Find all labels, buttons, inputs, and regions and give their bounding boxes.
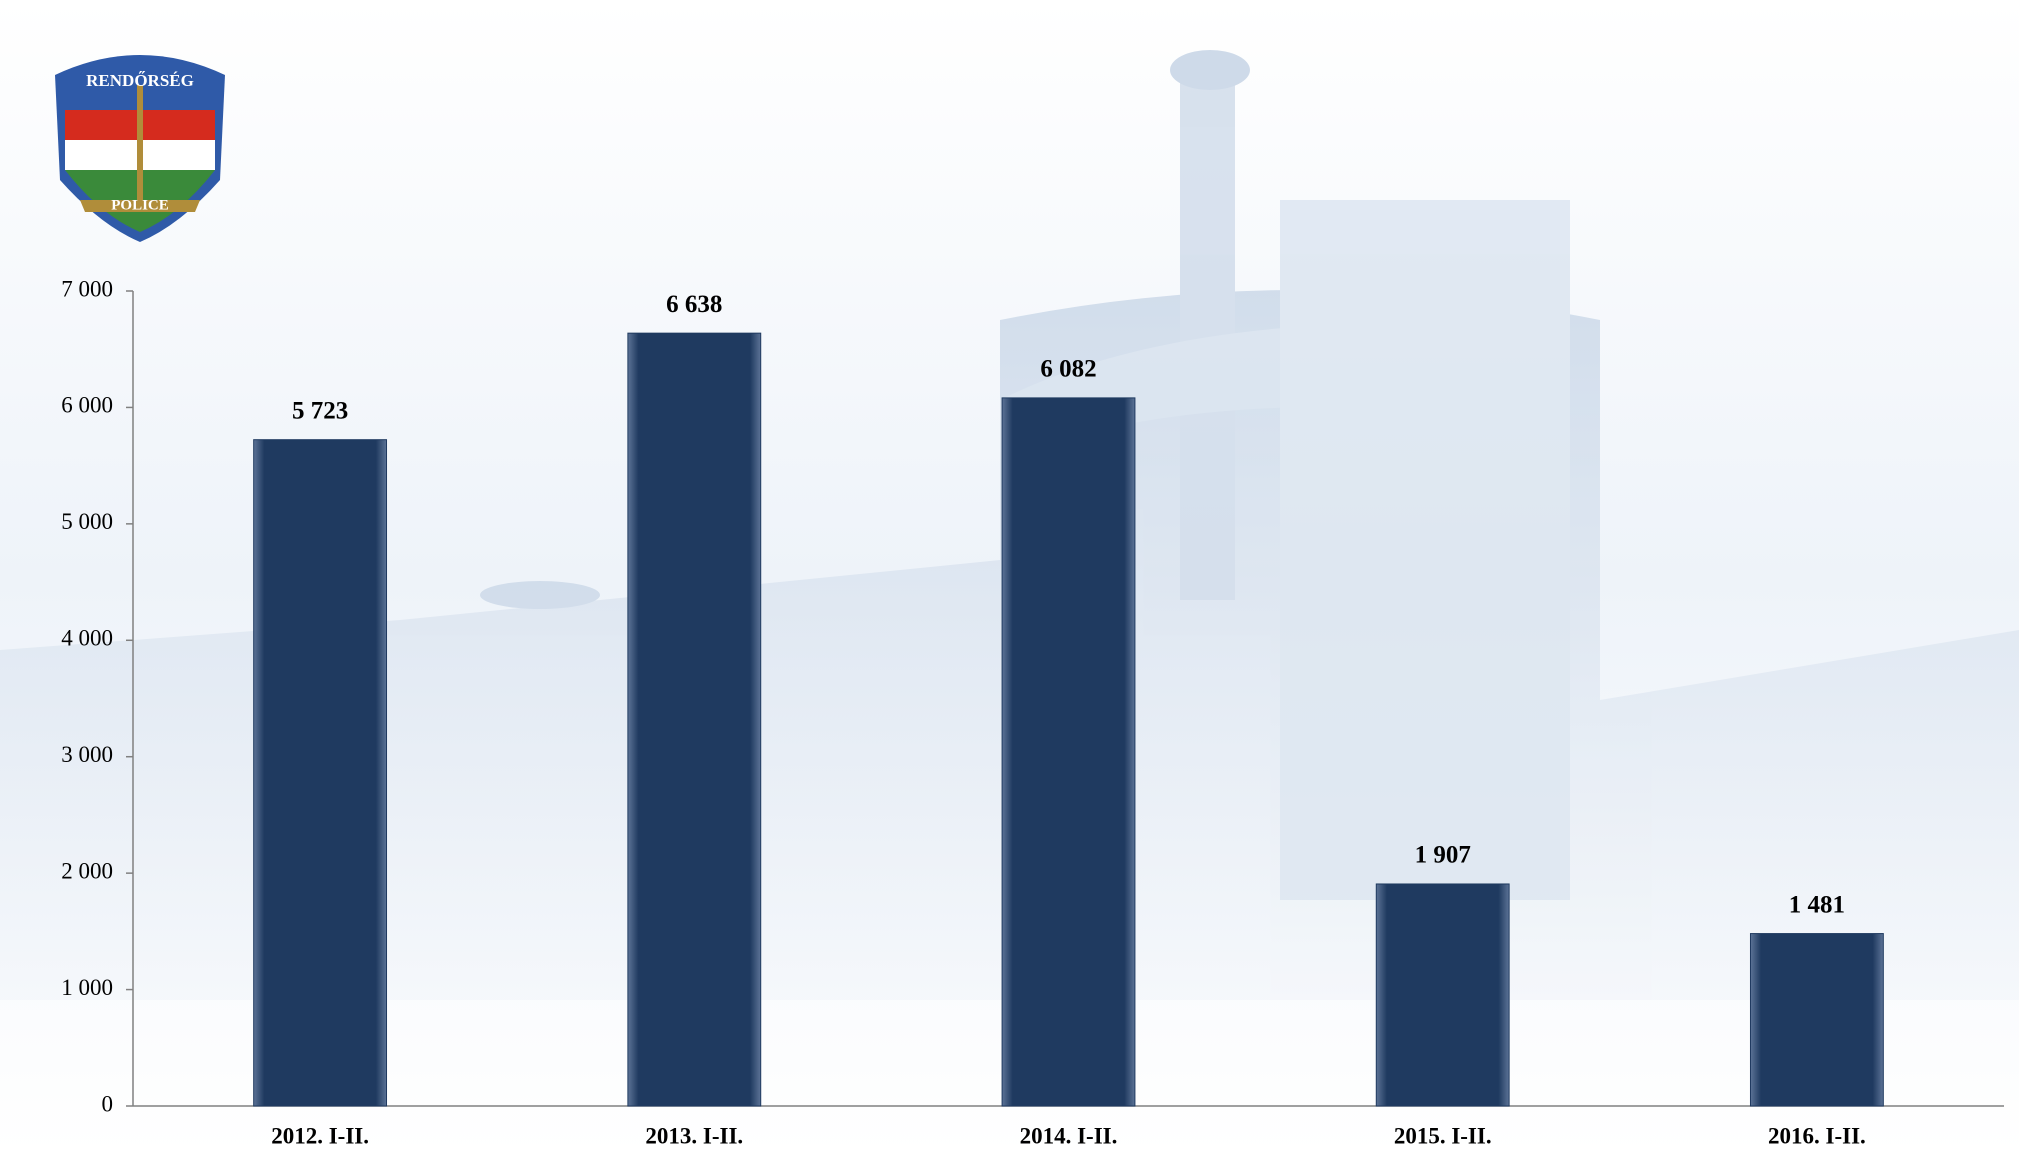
bar — [1375, 883, 1510, 1107]
value-label: 5 723 — [292, 397, 348, 424]
x-tick-label: 2013. I-II. — [645, 1123, 743, 1148]
y-tick-label: 5 000 — [61, 509, 113, 534]
x-tick-label: 2012. I-II. — [271, 1123, 369, 1148]
value-label: 6 638 — [666, 291, 722, 318]
y-tick-label: 6 000 — [61, 393, 113, 418]
value-label: 1 907 — [1415, 842, 1471, 869]
value-label: 1 481 — [1789, 891, 1845, 918]
logo-top-text: RENDŐRSÉG — [86, 71, 194, 90]
y-tick-label: 4 000 — [61, 626, 113, 651]
logo: RENDŐRSÉG POLICE — [55, 55, 225, 242]
bar — [1001, 397, 1136, 1107]
y-tick-label: 0 — [102, 1091, 114, 1116]
bar — [1749, 933, 1884, 1107]
x-tick-label: 2014. I-II. — [1020, 1123, 1118, 1148]
y-tick-label: 3 000 — [61, 742, 113, 767]
y-tick-label: 7 000 — [61, 276, 113, 301]
x-tick-label: 2016. I-II. — [1768, 1123, 1866, 1148]
value-label: 6 082 — [1040, 356, 1096, 383]
logo-bottom-text: POLICE — [111, 197, 169, 213]
bar — [627, 332, 762, 1107]
y-tick-label: 1 000 — [61, 975, 113, 1000]
y-tick-label: 2 000 — [61, 858, 113, 883]
bar — [253, 439, 388, 1107]
x-tick-label: 2015. I-II. — [1394, 1123, 1492, 1148]
